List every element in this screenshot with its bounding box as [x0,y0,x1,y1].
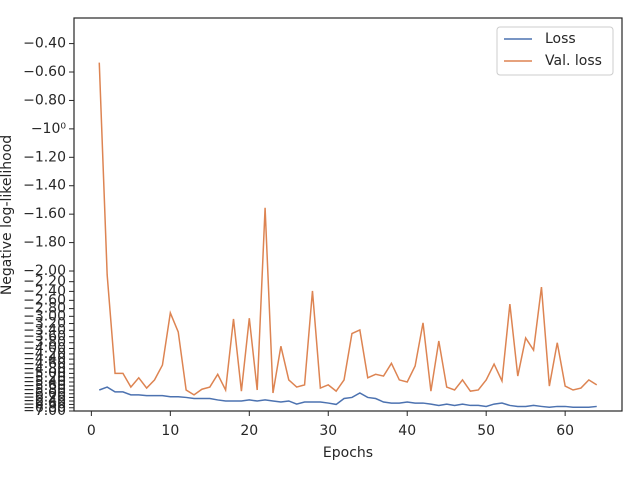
y-tick-label: −6.00 [23,386,66,402]
y-tick-label: −0.80 [23,92,66,108]
y-tick-label: −10⁰ [31,121,67,137]
y-tick-label: −1.40 [23,178,66,194]
y-tick-label: −2.00 [23,263,66,279]
plot-frame [73,17,623,412]
y-tick-label: −2.20 [23,274,66,290]
y-tick-label: −6.80 [23,400,66,416]
x-tick-label: 20 [240,423,258,439]
y-tick-label: −3.40 [23,322,66,338]
y-tick-label: −3.60 [23,329,66,345]
x-tick-label: 30 [319,423,337,439]
y-tick-label: −6.60 [23,396,66,412]
x-tick-label: 0 [87,423,96,439]
y-tick-label: −3.00 [23,308,66,324]
y-tick-label: −0.60 [23,64,66,80]
legend-label: Val. loss [545,53,602,69]
y-tick-label: −7.00 [23,403,66,419]
y-tick-label: −5.80 [23,382,66,398]
y-tick-label: −5.20 [23,370,66,386]
y-tick-label: −5.40 [23,374,66,390]
y-tick-label: −5.60 [23,378,66,394]
y-axis-label: Negative log-likelihood [0,135,15,295]
y-tick-label: −1.20 [23,149,66,165]
y-tick-label: −1.80 [23,235,66,251]
y-tick-label: −6.20 [23,389,66,405]
y-tick-label: −4.60 [23,356,66,372]
y-tick-label: −3.20 [23,316,66,332]
y-tick-label: −4.40 [23,351,66,367]
y-tick-label: −5.00 [23,365,66,381]
y-tick-label: −4.80 [23,361,66,377]
x-tick-label: 10 [161,423,179,439]
x-tick-label: 50 [477,423,495,439]
series-line [98,62,598,396]
y-tick-label: −0.40 [23,36,66,52]
x-tick-label: 60 [556,423,574,439]
y-tick-label: −6.40 [23,393,66,409]
y-tick-label: −2.40 [23,283,66,299]
y-tick-label: −1.60 [23,206,66,222]
x-tick-label: 40 [398,423,416,439]
y-tick-label: −2.60 [23,292,66,308]
y-tick-label: −4.20 [23,346,66,362]
x-axis-label: Epochs [323,445,373,461]
y-tick-label: −2.80 [23,301,66,317]
y-tick-label: −3.80 [23,335,66,351]
y-tick-label: −4.00 [23,340,66,356]
series-line [99,386,597,409]
legend-label: Loss [545,31,576,47]
